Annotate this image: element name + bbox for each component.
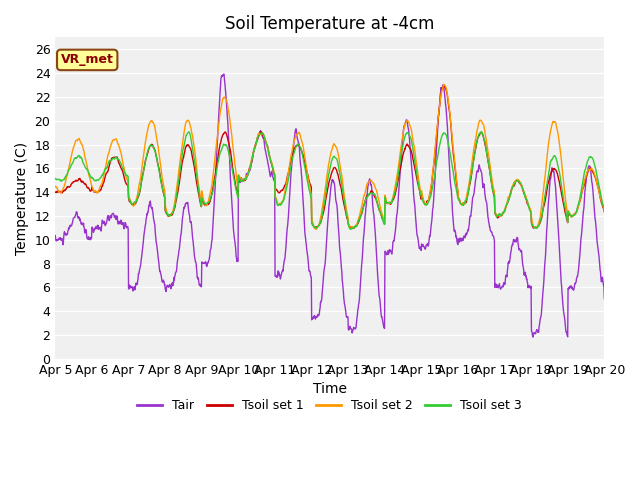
Tsoil set 3 — [488, 180, 495, 185]
Tsoil set 3 — [51, 176, 59, 181]
Tsoil set 1 — [160, 192, 168, 198]
Tsoil set 3 — [536, 219, 543, 225]
Tsoil set 3 — [415, 186, 423, 192]
Tsoil set 3 — [600, 209, 608, 215]
Tsoil set 2 — [312, 227, 320, 232]
Tsoil set 2 — [173, 180, 181, 186]
Tsoil set 1 — [415, 186, 423, 192]
Tsoil set 1 — [600, 209, 608, 215]
Tair — [160, 278, 168, 284]
Tsoil set 1 — [440, 84, 448, 89]
Tsoil set 2 — [51, 183, 59, 189]
Tair — [220, 72, 228, 77]
Tair — [173, 258, 181, 264]
Line: Tsoil set 1: Tsoil set 1 — [55, 86, 604, 228]
Tsoil set 2 — [415, 180, 423, 186]
Tsoil set 1 — [347, 226, 355, 231]
Line: Tsoil set 2: Tsoil set 2 — [55, 84, 604, 229]
Text: VR_met: VR_met — [61, 53, 114, 66]
Line: Tair: Tair — [55, 74, 604, 337]
Tsoil set 2 — [160, 184, 168, 190]
Tsoil set 3 — [160, 192, 168, 198]
Tair — [415, 246, 423, 252]
Title: Soil Temperature at -4cm: Soil Temperature at -4cm — [225, 15, 435, 33]
Tair — [600, 296, 608, 301]
Tsoil set 1 — [536, 220, 543, 226]
Tsoil set 1 — [235, 174, 243, 180]
Tair — [529, 334, 537, 340]
Tsoil set 2 — [600, 208, 608, 214]
Tsoil set 3 — [347, 227, 355, 232]
Tair — [487, 228, 495, 234]
Tsoil set 2 — [235, 172, 243, 178]
X-axis label: Time: Time — [313, 383, 347, 396]
Tsoil set 1 — [51, 190, 59, 195]
Tsoil set 3 — [235, 174, 243, 180]
Tair — [536, 319, 543, 324]
Y-axis label: Temperature (C): Temperature (C) — [15, 142, 29, 255]
Tsoil set 2 — [488, 172, 495, 178]
Tair — [51, 233, 59, 239]
Tair — [236, 180, 243, 185]
Legend: Tair, Tsoil set 1, Tsoil set 2, Tsoil set 3: Tair, Tsoil set 1, Tsoil set 2, Tsoil se… — [132, 394, 527, 417]
Tsoil set 3 — [173, 187, 181, 192]
Tsoil set 2 — [440, 82, 448, 87]
Tsoil set 2 — [536, 216, 543, 222]
Tsoil set 1 — [488, 179, 495, 185]
Line: Tsoil set 3: Tsoil set 3 — [55, 132, 604, 229]
Tsoil set 1 — [173, 191, 181, 197]
Tsoil set 3 — [477, 129, 485, 135]
